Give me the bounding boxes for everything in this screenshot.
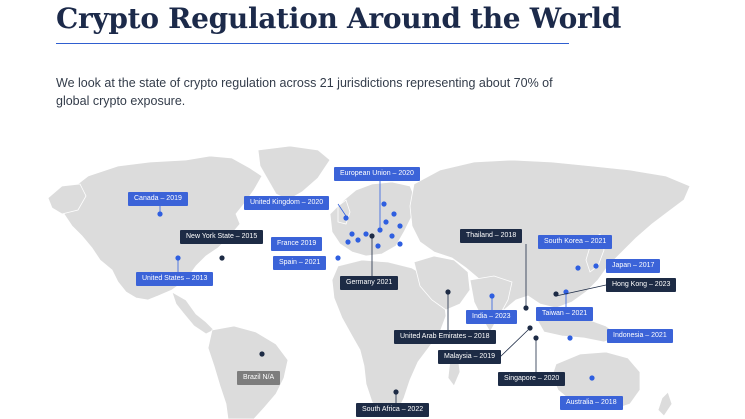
middle-east-landmass: [413, 255, 471, 311]
north-america-landmass: [63, 155, 263, 301]
label-united-states: United States – 2013: [136, 272, 214, 286]
label-singapore: Singapore – 2020: [498, 372, 566, 386]
label-south-africa: South Africa – 2022: [356, 403, 430, 417]
marker-india: [489, 293, 495, 299]
label-spain: Spain – 2021: [273, 256, 327, 270]
label-south-korea: South Korea – 2021: [538, 235, 613, 249]
marker-brazil: [259, 351, 265, 357]
leader-hong-kong: [555, 284, 607, 297]
label-brazil: Brazil N/A: [237, 371, 281, 385]
page-title: Crypto Regulation Around the World: [56, 2, 622, 35]
marker-eu-11: [397, 241, 403, 247]
label-united-kingdom: United Kingdom – 2020: [244, 196, 330, 210]
marker-australia: [589, 375, 595, 381]
central-america-landmass: [171, 291, 215, 335]
marker-united-states: [175, 255, 181, 261]
marker-eu-10: [375, 243, 381, 249]
label-japan: Japan – 2017: [606, 259, 661, 273]
marker-spain: [335, 255, 341, 261]
label-france: France 2019: [271, 237, 323, 251]
marker-canada: [157, 211, 163, 217]
marker-eu-1: [349, 231, 355, 237]
leader-uk: [337, 203, 347, 217]
jurisdiction-markers: [157, 201, 599, 395]
marker-south-africa: [393, 389, 399, 395]
label-germany: Germany 2021: [340, 276, 399, 290]
europe-landmass: [329, 181, 417, 257]
marker-germany: [369, 233, 375, 239]
marker-eu-2: [355, 237, 361, 243]
marker-eu-5: [383, 219, 389, 225]
marker-hong-kong: [553, 291, 559, 297]
label-uae: United Arab Emirates – 2018: [394, 330, 496, 344]
marker-france: [345, 239, 351, 245]
greenland-landmass: [257, 145, 331, 201]
alaska-landmass: [47, 183, 87, 215]
title-underline: [56, 43, 569, 44]
label-taiwan: Taiwan – 2021: [536, 307, 594, 321]
new-zealand-landmass: [657, 391, 673, 417]
marker-south-korea: [575, 265, 581, 271]
label-thailand: Thailand – 2018: [460, 229, 523, 243]
leader-malaysia: [499, 329, 529, 358]
label-australia: Australia – 2018: [560, 396, 623, 410]
label-canada: Canada – 2019: [128, 192, 188, 206]
label-new-york-state: New York State – 2015: [180, 230, 264, 244]
australia-landmass: [551, 351, 641, 411]
label-malaysia: Malaysia – 2019: [438, 350, 501, 364]
marker-new-york-state: [219, 255, 225, 261]
label-indonesia: Indonesia – 2021: [607, 329, 673, 343]
marker-eu-4: [377, 227, 383, 233]
marker-singapore: [533, 335, 539, 341]
marker-japan: [593, 263, 599, 269]
marker-eu-7: [397, 223, 403, 229]
page-subtitle: We look at the state of crypto regulatio…: [56, 76, 553, 108]
marker-uae: [445, 289, 451, 295]
label-hong-kong: Hong Kong – 2023: [606, 278, 677, 292]
marker-indonesia: [567, 335, 573, 341]
marker-malaysia: [527, 325, 533, 331]
leader-lines: [159, 181, 607, 403]
label-european-union: European Union – 2020: [334, 167, 420, 181]
marker-eu-8: [381, 201, 387, 207]
marker-uk: [343, 215, 349, 221]
label-india: India – 2023: [466, 310, 517, 324]
marker-eu-3: [363, 231, 369, 237]
marker-eu-6: [391, 211, 397, 217]
marker-eu-9: [389, 233, 395, 239]
marker-thailand: [523, 305, 529, 311]
